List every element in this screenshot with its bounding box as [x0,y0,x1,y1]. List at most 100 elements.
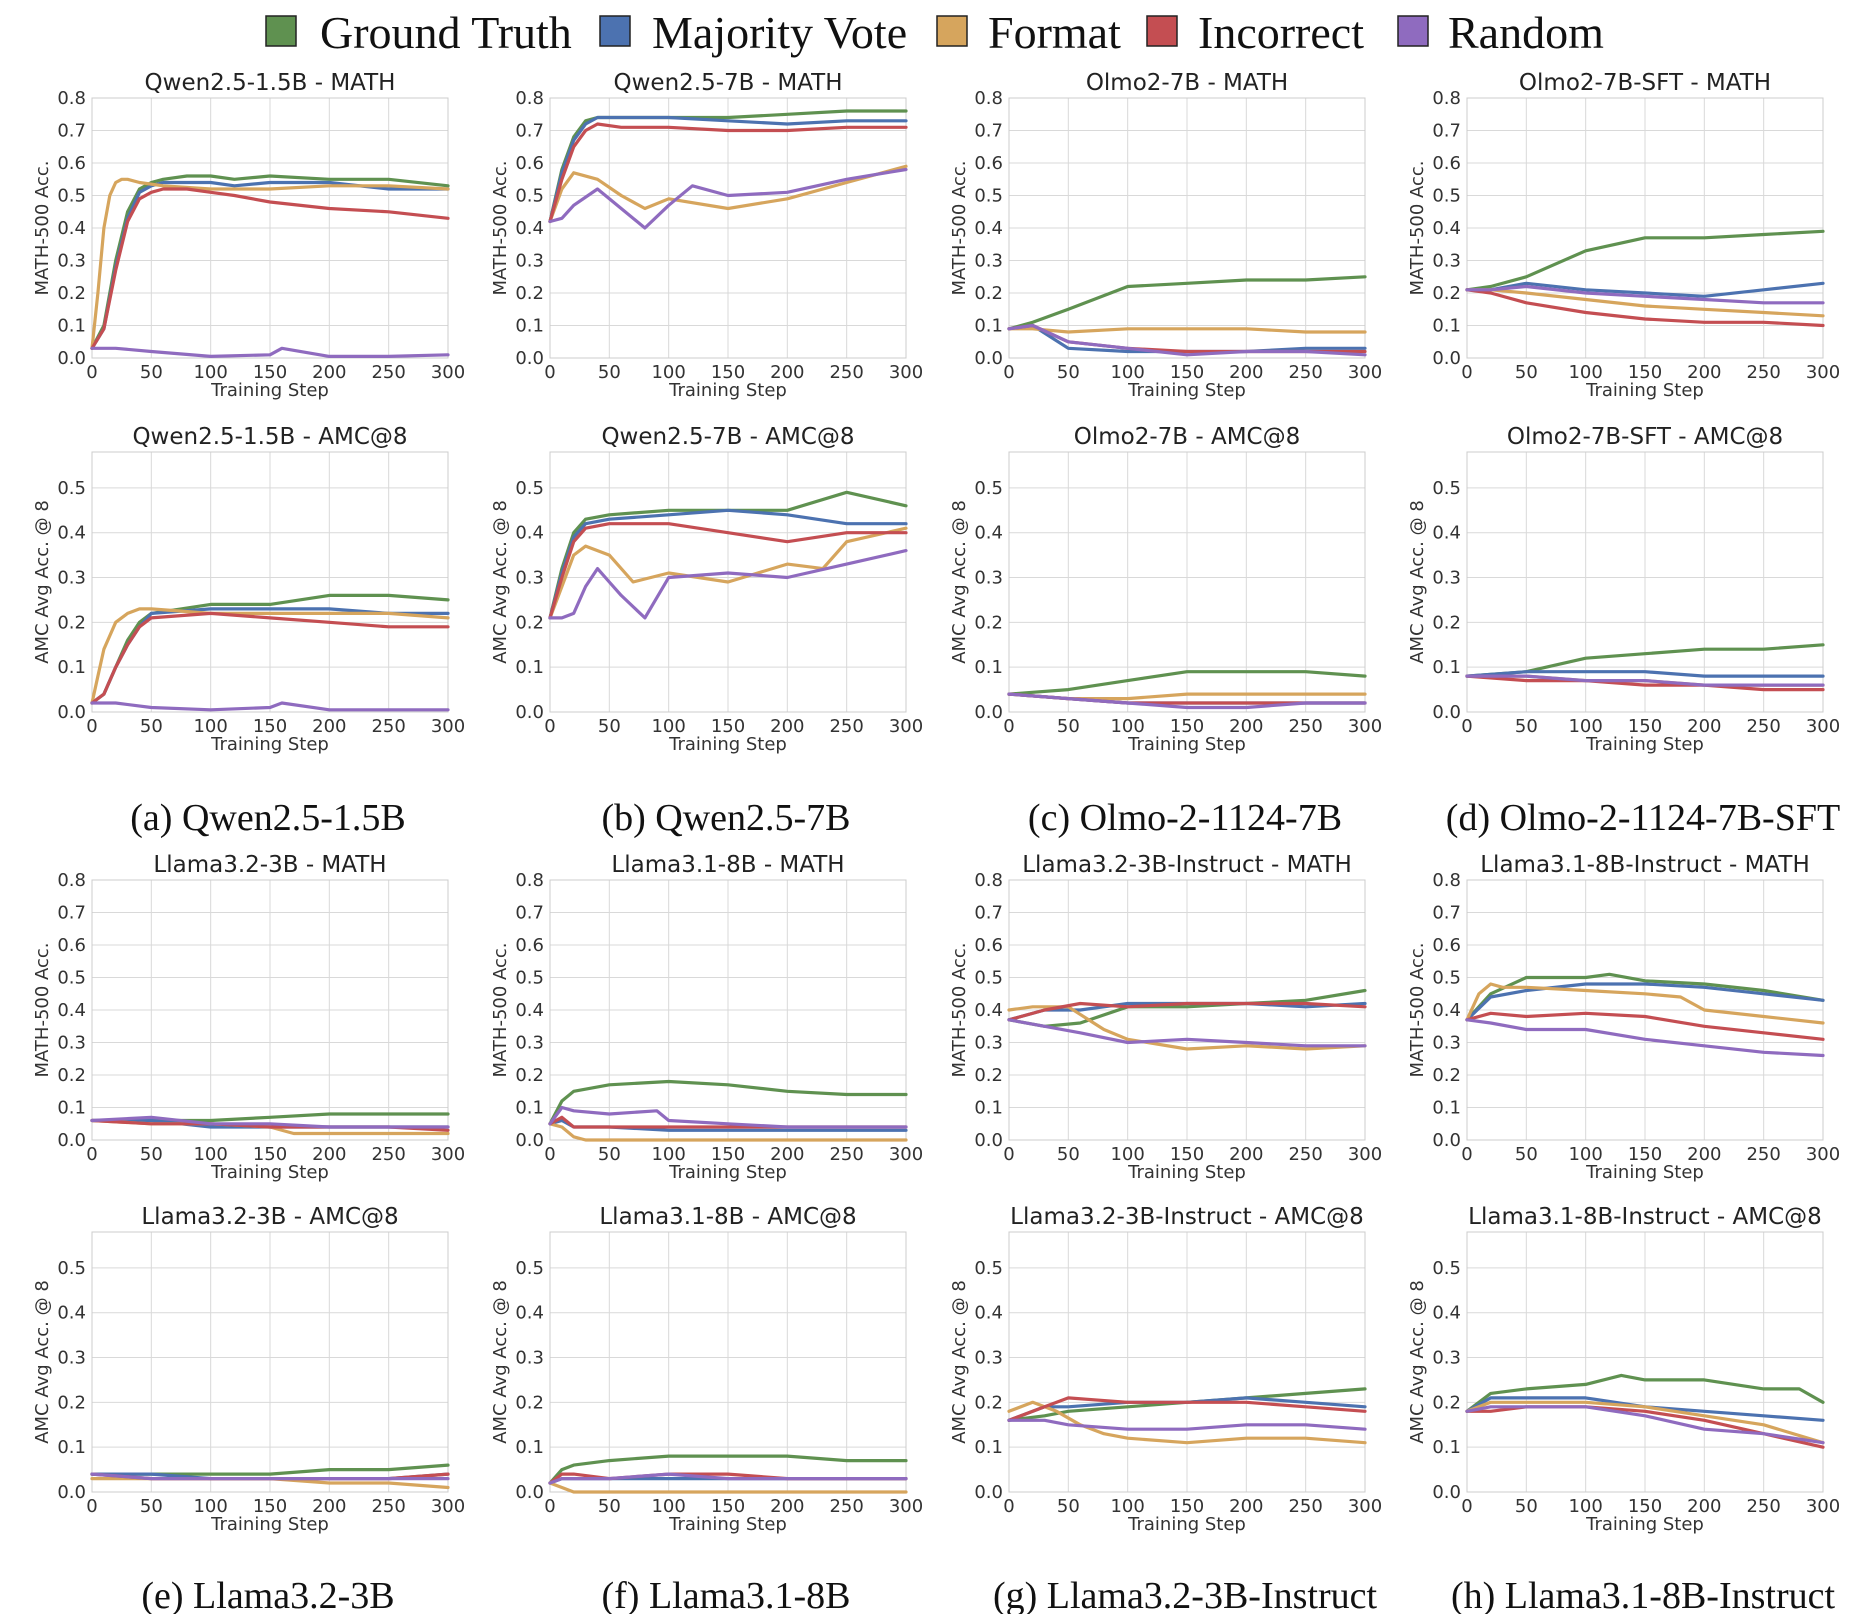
y-tick-label: 0.5 [515,478,544,499]
x-tick-label: 100 [1568,1144,1602,1165]
panel-qwen2-5-1-5b-math: 0 50 100 150 200 250 300 0.0 0.1 0.2 0.3 0.4 0.5 0.6 0… [32,70,465,401]
y-tick-label: 0.3 [515,251,544,272]
x-tick-label: 100 [651,716,685,737]
captions: (a) Qwen2.5-1.5B (b) Qwen2.5-7B (c) Olmo… [130,797,1840,1614]
panel-llama3-1-8b-instruct-amc-8: 0 50 100 150 200 250 300 0.0 0.1 0.2 0.3 0.4 0.5 Llam… [1407,1204,1840,1535]
y-tick-label: 0.8 [1432,88,1461,109]
x-tick-label: 200 [770,1496,804,1517]
y-axis-label: AMC Avg Acc. @ 8 [949,500,970,664]
panel-llama3-1-8b-math: 0 50 100 150 200 250 300 0.0 0.1 0.2 0.3 0.4 0.5 0.6 0… [490,852,923,1183]
x-tick-label: 300 [889,1144,923,1165]
x-tick-label: 50 [140,362,163,383]
x-tick-label: 50 [598,716,621,737]
x-tick-label: 200 [312,716,346,737]
plot-frame [549,451,907,713]
y-tick-label: 0.0 [974,1482,1003,1503]
panel-title: Llama3.2-3B - MATH [153,852,386,878]
x-tick-label: 150 [711,1496,745,1517]
y-tick-label: 0.6 [1432,935,1461,956]
x-tick-label: 50 [1057,1496,1080,1517]
y-tick-label: 0.0 [974,348,1003,369]
series-line-random [90,701,450,712]
x-tick-label: 0 [1003,362,1014,383]
x-tick-label: 300 [1348,1496,1382,1517]
plot-frame [1008,1231,1366,1493]
y-tick-label: 0.1 [974,316,1003,337]
x-tick-label: 150 [711,716,745,737]
y-tick-label: 0.3 [1432,568,1461,589]
x-tick-label: 200 [1229,362,1263,383]
y-tick-label: 0.2 [515,1065,544,1086]
x-axis-label: Training Step [1127,734,1246,755]
x-tick-label: 200 [1687,716,1721,737]
y-tick-label: 0.0 [515,702,544,723]
y-axis-label: AMC Avg Acc. @ 8 [490,500,511,664]
y-tick-label: 0.1 [1432,1437,1461,1458]
panel-olmo2-7b-math: 0 50 100 150 200 250 300 0.0 0.1 0.2 0.3 0.4 0.5 0.6 0… [949,70,1382,401]
x-axis-label: Training Step [210,734,329,755]
legend-label-ground-truth: Ground Truth [320,7,572,58]
series-line-random [1465,1018,1825,1058]
x-tick-label: 200 [1229,716,1263,737]
x-tick-label: 250 [1746,362,1780,383]
y-tick-label: 0.3 [1432,1348,1461,1369]
series-line-random [90,1472,450,1481]
y-tick-label: 0.0 [974,1130,1003,1151]
x-tick-label: 0 [544,362,555,383]
plot-frame [1466,451,1824,713]
x-tick-label: 100 [1110,1144,1144,1165]
x-tick-label: 200 [312,1496,346,1517]
x-tick-label: 300 [889,362,923,383]
x-axis-label: Training Step [1127,380,1246,401]
y-axis-label: AMC Avg Acc. @ 8 [1407,500,1428,664]
x-tick-label: 50 [1515,1144,1538,1165]
y-tick-label: 0.2 [1432,283,1461,304]
panel-title: Llama3.1-8B-Instruct - AMC@8 [1468,1204,1822,1230]
series-line-incorrect [90,611,450,705]
panel-qwen2-5-7b-math: 0 50 100 150 200 250 300 0.0 0.1 0.2 0.3 0.4 0.5 0.6 0… [490,70,923,401]
y-tick-label: 0.2 [57,612,86,633]
x-tick-label: 300 [431,1496,465,1517]
series-line-format [548,1122,908,1142]
x-tick-label: 150 [1628,716,1662,737]
x-tick-label: 100 [1110,362,1144,383]
panel-olmo2-7b-sft-math: 0 50 100 150 200 250 300 0.0 0.1 0.2 0.3 0.4 0.5 0.6 0… [1407,70,1840,401]
plot-frame [1466,1231,1824,1493]
y-tick-label: 0.4 [515,1303,544,1324]
y-tick-label: 0.4 [515,1000,544,1021]
series-line-random [90,346,450,358]
x-tick-label: 150 [1170,716,1204,737]
y-tick-label: 0.1 [974,1098,1003,1119]
y-tick-label: 0.5 [515,186,544,207]
y-tick-label: 0.1 [57,657,86,678]
x-tick-label: 0 [544,716,555,737]
panel-title: Llama3.2-3B-Instruct - AMC@8 [1010,1204,1364,1230]
y-axis-label: AMC Avg Acc. @ 8 [490,1280,511,1444]
panel-llama3-1-8b-instruct-math: 0 50 100 150 200 250 300 0.0 0.1 0.2 0.3 0.4 0.5 0.6 0… [1407,852,1840,1183]
y-tick-label: 0.5 [515,1258,544,1279]
y-tick-label: 0.1 [974,657,1003,678]
panel-title: Llama3.1-8B-Instruct - MATH [1480,852,1810,878]
x-axis-label: Training Step [210,380,329,401]
x-axis-label: Training Step [1127,1162,1246,1183]
y-tick-label: 0.0 [1432,702,1461,723]
y-tick-label: 0.4 [974,218,1003,239]
y-tick-label: 0.2 [1432,612,1461,633]
y-tick-label: 0.6 [974,935,1003,956]
x-tick-label: 0 [1461,716,1472,737]
x-tick-label: 200 [312,1144,346,1165]
x-tick-label: 250 [371,1144,405,1165]
legend-label-random: Random [1448,7,1604,58]
y-tick-label: 0.6 [974,153,1003,174]
x-tick-label: 150 [711,1144,745,1165]
y-tick-label: 0.4 [1432,1000,1461,1021]
legend-label-incorrect: Incorrect [1198,7,1364,58]
legend-label-majority-vote: Majority Vote [652,7,907,58]
panel-llama3-2-3b-amc-8: 0 50 100 150 200 250 300 0.0 0.1 0.2 0.3 0.4 0.5 Llam… [32,1204,465,1535]
x-tick-label: 250 [829,1496,863,1517]
x-tick-label: 150 [253,716,287,737]
series-line-random [548,1472,908,1485]
x-tick-label: 300 [889,1496,923,1517]
caption-b: (b) Qwen2.5-7B [601,797,850,839]
panel-title: Olmo2-7B-SFT - MATH [1519,70,1771,96]
